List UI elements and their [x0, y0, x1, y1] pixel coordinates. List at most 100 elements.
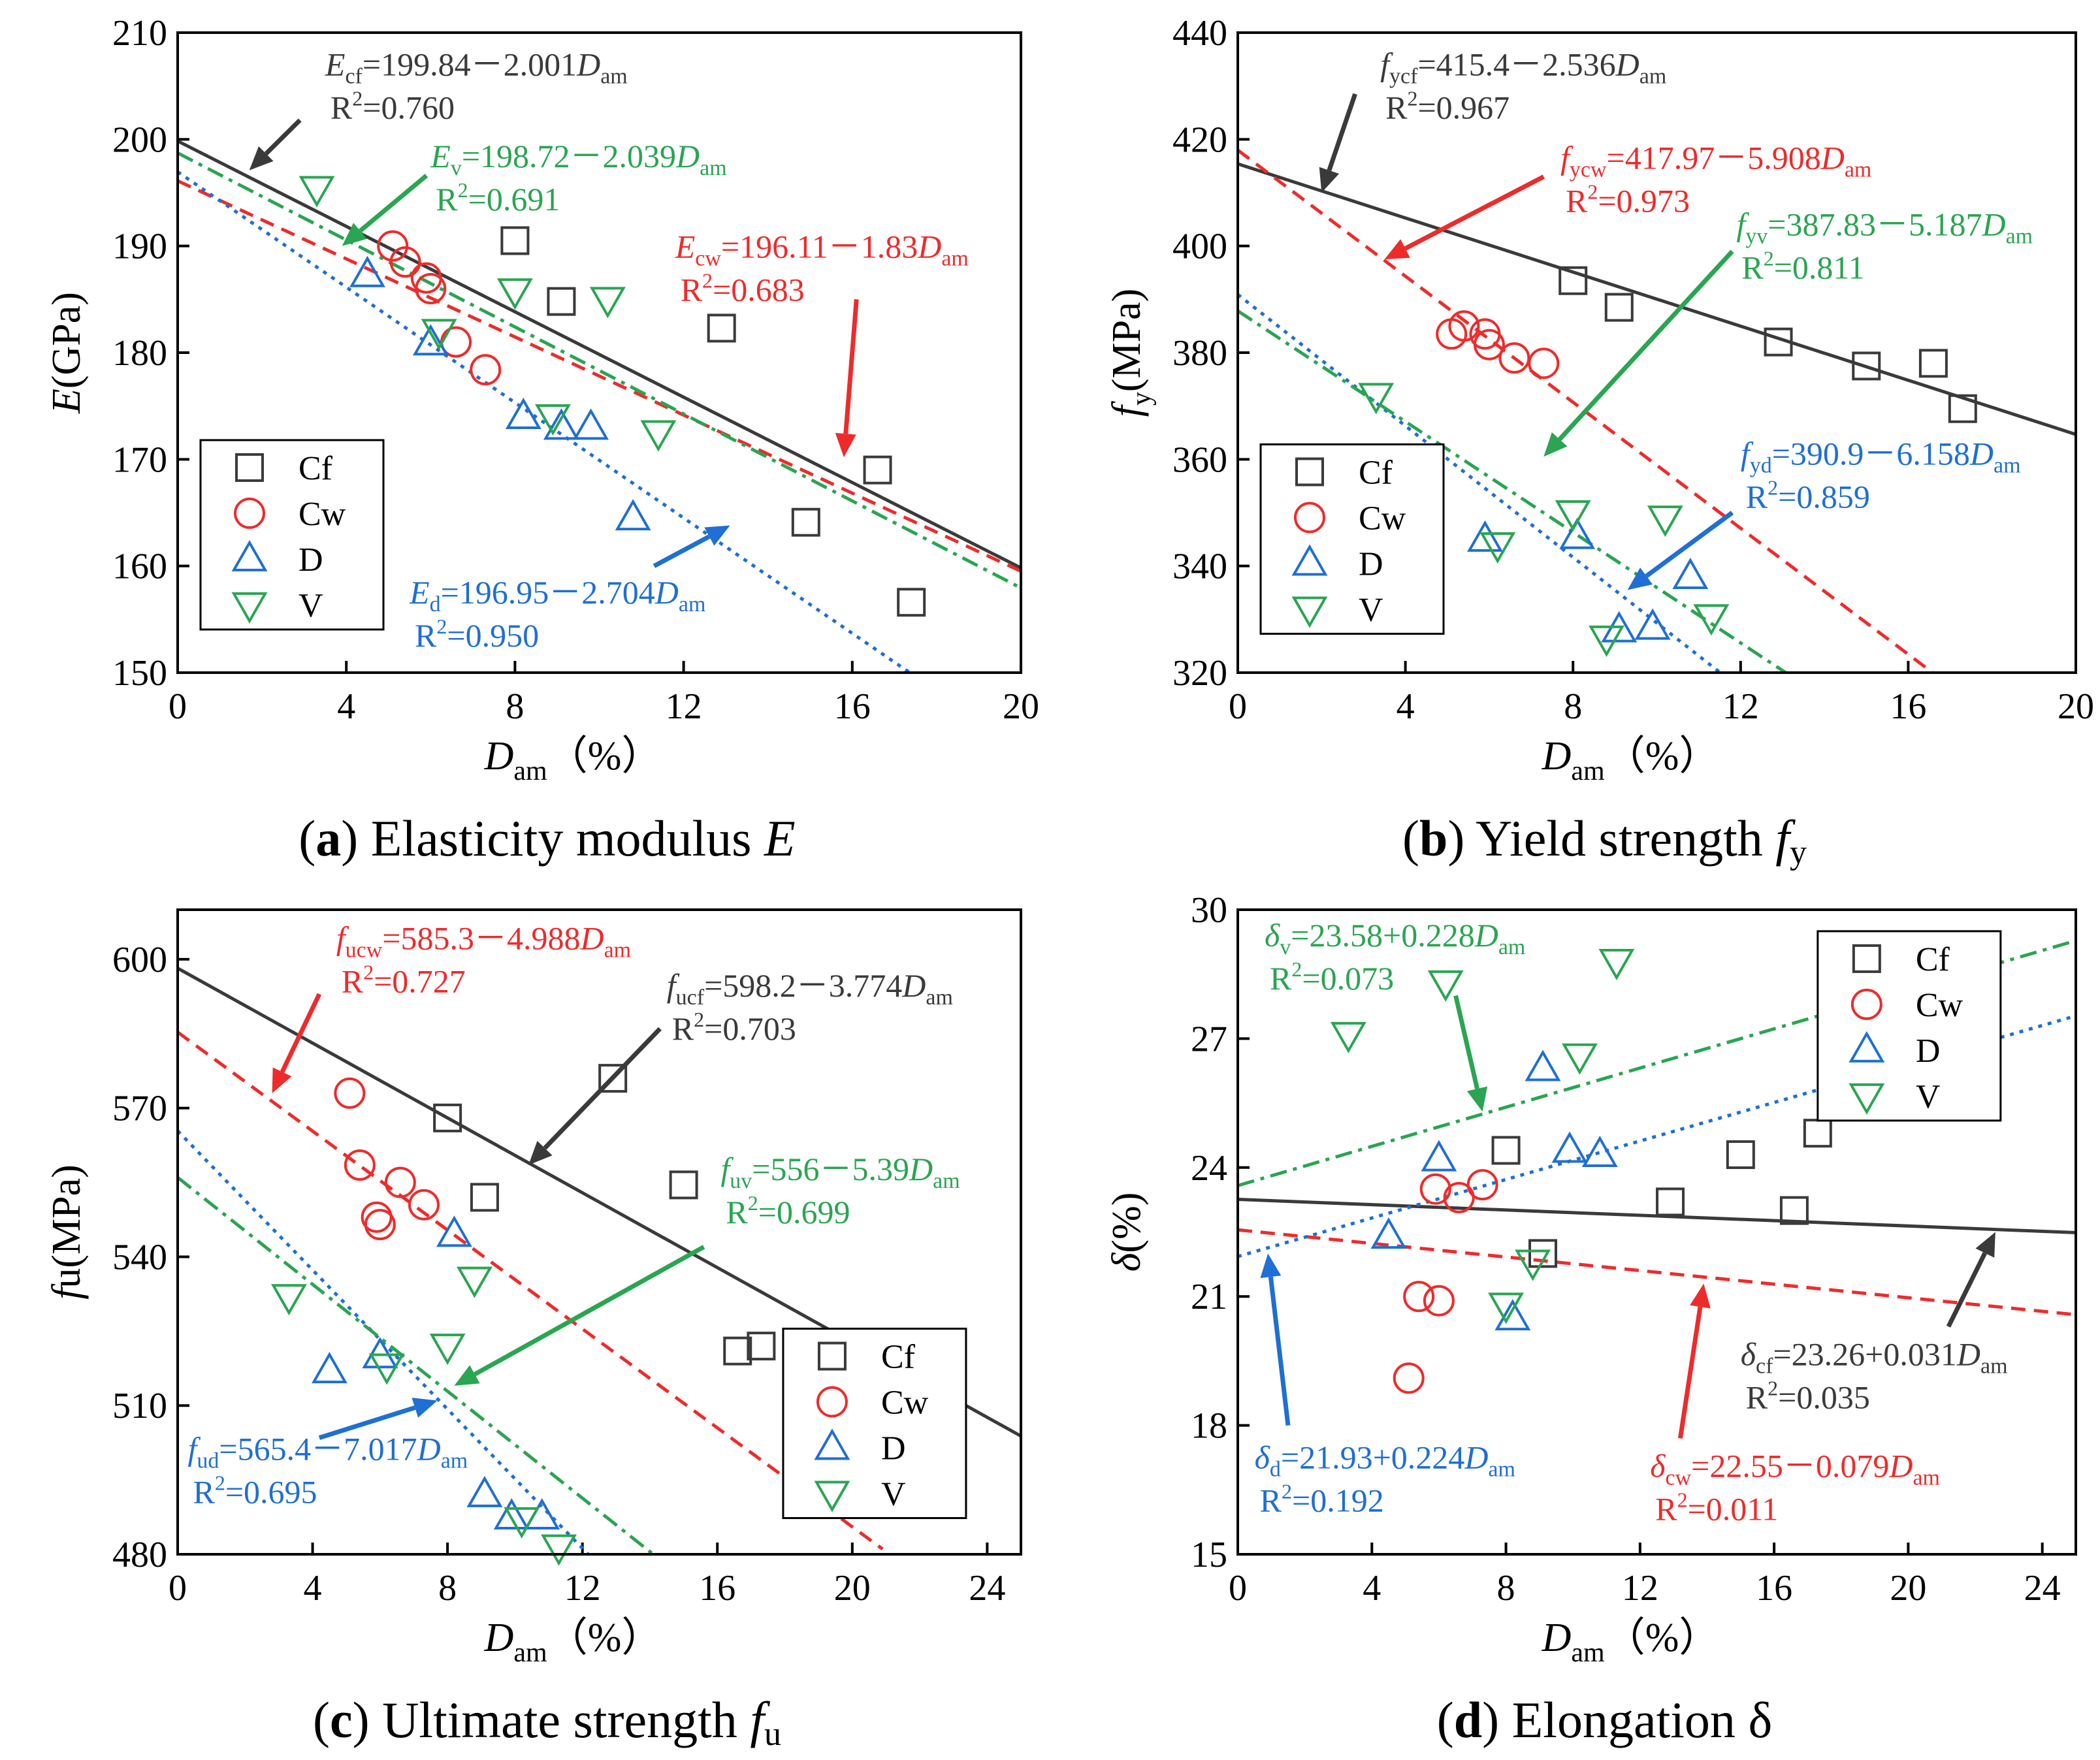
point-D	[466, 1475, 503, 1507]
point-Cf	[1852, 351, 1881, 381]
series-Cw	[377, 230, 502, 386]
point-V	[456, 1266, 493, 1298]
x-tick-label: 24	[2024, 1568, 2061, 1608]
fit-line-V	[1238, 309, 1789, 673]
legend: Cf Cw DV	[199, 439, 385, 631]
point-D	[1634, 608, 1671, 640]
point-Cw	[408, 1189, 440, 1221]
x-tick-label: 4	[1397, 686, 1415, 727]
y-tick-label: 160	[112, 547, 167, 587]
point-Cw	[1419, 1173, 1451, 1205]
arrow-head-D	[412, 1398, 438, 1418]
arrow-Cw	[1677, 1306, 1703, 1439]
panel-c: 0 4 8 12 16 20 24 480 510 540 570 600 fucw=585.3－4.9…	[44, 908, 1022, 1753]
equation-Cw: Ecw=196.11－1.83Dam	[675, 229, 969, 271]
point-V	[1589, 625, 1624, 657]
legend-label-Cf: Cf	[1916, 941, 1950, 978]
series-D	[1370, 1049, 1618, 1331]
legend-label-Cw: Cw	[1359, 500, 1406, 537]
legend: Cf Cw DV	[1817, 930, 2002, 1122]
y-tick-label: 340	[1172, 547, 1227, 587]
legend-marker-Cf	[235, 453, 264, 482]
point-D	[1581, 1136, 1618, 1168]
series-D	[311, 1215, 560, 1530]
panel-a: 0 4 8 12 16 20 150 160 170 180 190 200 210 Ecf=199.84…	[44, 13, 1039, 867]
y-tick-label: 540	[112, 1237, 167, 1277]
equation-Cf: fucf=598.2－3.774Dam	[667, 967, 953, 1010]
point-D	[1551, 1131, 1588, 1163]
x-tick-label: 16	[699, 1568, 735, 1608]
arrow-D	[1645, 511, 1734, 578]
x-tick-label: 16	[1756, 1568, 1792, 1608]
legend-marker-Cw	[1850, 988, 1882, 1020]
arrow-V	[359, 174, 428, 233]
arrow-head-Cw	[272, 1067, 292, 1093]
point-V	[270, 1284, 307, 1316]
legend-box	[1259, 443, 1445, 635]
y-tick-label: 150	[112, 653, 167, 694]
panel-d: 0 4 8 12 16 20 24 15 18 21 24 27 30 δv=23.58+0.228Dam…	[1105, 890, 2077, 1748]
point-Cw	[344, 1149, 376, 1181]
r2-D: R2=0.695	[193, 1471, 317, 1511]
r2-D: R2=0.192	[1260, 1479, 1384, 1518]
legend-marker-V	[814, 1480, 850, 1512]
arrow-head-Cw	[1384, 239, 1410, 260]
legend-marker-Cw	[1294, 502, 1325, 534]
point-Cw	[1528, 347, 1560, 379]
point-D	[573, 408, 609, 440]
point-D	[493, 1498, 530, 1530]
fit-line-Cf	[1238, 162, 2076, 436]
x-tick-label: 4	[337, 686, 355, 727]
point-D	[311, 1352, 347, 1384]
y-axis-label: fy(MPa)	[1105, 289, 1157, 417]
legend-marker-Cf	[817, 1341, 847, 1371]
panel-caption: (c) Ultimate strength fu	[313, 1691, 781, 1753]
point-Cf	[433, 1103, 462, 1132]
equation-Cw: fycw=417.97－5.908Dam	[1560, 139, 1871, 182]
legend-marker-Cf	[1295, 457, 1324, 487]
plot-frame	[176, 908, 1022, 1556]
point-Cw	[1473, 328, 1505, 360]
series-Cw	[334, 1077, 440, 1241]
legend-marker-Cw	[234, 497, 265, 529]
equation-Cf: Ecf=199.84－2.001Dam	[325, 46, 628, 88]
panel-caption: (b) Yield strength fy	[1402, 810, 1807, 871]
equation-Cf: fycf=415.4－2.536Dam	[1380, 46, 1666, 88]
x-tick-label: 8	[1564, 686, 1582, 727]
arrow-Cw	[1404, 174, 1545, 251]
plot-frame	[176, 31, 1022, 674]
point-Cf	[1764, 327, 1793, 357]
r2-V: R2=0.811	[1741, 246, 1864, 285]
arrow-head-Cw	[1690, 1283, 1711, 1309]
point-Cw	[384, 1166, 416, 1198]
equation-D: δd=21.93+0.224Dam	[1255, 1439, 1515, 1481]
fit-line-V	[178, 152, 1021, 590]
r2-V: R2=0.691	[436, 178, 560, 217]
legend-marker-D	[1849, 1031, 1885, 1063]
series-Cw	[1393, 1169, 1498, 1394]
equation-Cw: δcw=22.55－0.079Dam	[1650, 1448, 1940, 1490]
point-D	[349, 255, 385, 287]
arrow-head-D	[704, 525, 730, 546]
arrow-Cf	[1327, 93, 1357, 172]
arrow-head-Cf	[528, 1140, 553, 1166]
arrow-head-D	[1627, 568, 1653, 590]
arrow-D	[1268, 1276, 1291, 1426]
point-Cf	[1918, 349, 1948, 378]
legend-label-Cf: Cf	[299, 450, 333, 487]
x-tick-label: 0	[169, 686, 187, 727]
x-tick-label: 8	[1497, 1568, 1515, 1608]
point-V	[1647, 505, 1683, 537]
point-V	[1330, 1021, 1366, 1053]
legend-label-D: D	[299, 541, 323, 579]
y-axis-label: E(GPa)	[44, 292, 89, 414]
point-D	[1559, 517, 1596, 549]
point-D	[362, 1337, 398, 1369]
point-V	[1555, 500, 1591, 532]
y-tick-label: 18	[1191, 1406, 1227, 1447]
x-axis-label: Dam（%）	[484, 1616, 662, 1668]
point-D	[436, 1215, 472, 1247]
point-Cw	[1498, 342, 1530, 374]
point-D	[505, 397, 541, 429]
point-V	[1479, 532, 1516, 564]
